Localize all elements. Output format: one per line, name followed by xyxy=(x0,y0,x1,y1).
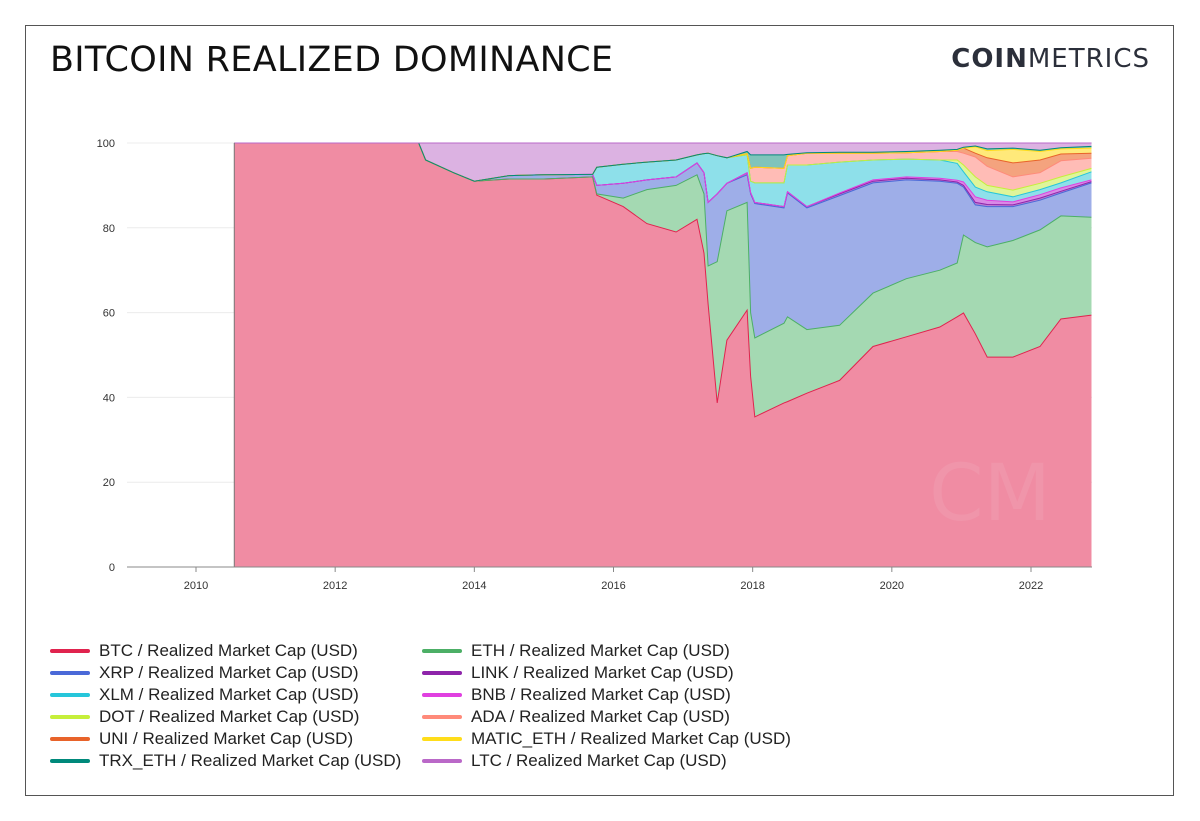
area-btc xyxy=(234,143,1092,567)
legend-swatch-icon xyxy=(422,671,462,675)
area-ada xyxy=(234,143,1092,191)
legend-item[interactable]: XLM / Realized Market Cap (USD) xyxy=(50,684,422,706)
line-eth xyxy=(234,142,1092,339)
legend-item[interactable]: BNB / Realized Market Cap (USD) xyxy=(422,684,822,706)
legend-item[interactable]: ETH / Realized Market Cap (USD) xyxy=(422,640,822,662)
legend-item[interactable]: LINK / Realized Market Cap (USD) xyxy=(422,662,822,684)
coinmetrics-logo: COINMETRICS xyxy=(951,44,1150,74)
legend-item[interactable]: XRP / Realized Market Cap (USD) xyxy=(50,662,422,684)
legend-label: MATIC_ETH / Realized Market Cap (USD) xyxy=(471,729,791,748)
legend-label: ETH / Realized Market Cap (USD) xyxy=(471,641,730,660)
page-title: BITCOIN REALIZED DOMINANCE xyxy=(50,40,614,80)
line-trx-eth xyxy=(234,142,1092,182)
legend-item[interactable]: LTC / Realized Market Cap (USD) xyxy=(422,750,822,772)
legend-label: BNB / Realized Market Cap (USD) xyxy=(471,685,731,704)
legend-item[interactable]: DOT / Realized Market Cap (USD) xyxy=(50,706,422,728)
watermark-logo: CM xyxy=(929,449,1051,539)
legend-swatch-icon xyxy=(422,649,462,653)
legend-swatch-icon xyxy=(50,759,90,763)
legend-item[interactable]: UNI / Realized Market Cap (USD) xyxy=(50,728,422,750)
x-tick-label: 2016 xyxy=(601,580,625,592)
legend-item[interactable]: TRX_ETH / Realized Market Cap (USD) xyxy=(50,750,422,772)
area-xrp xyxy=(234,143,1092,338)
y-tick-label: 60 xyxy=(103,308,115,320)
y-tick-label: 20 xyxy=(103,477,115,489)
x-tick-label: 2014 xyxy=(462,580,486,592)
legend-swatch-icon xyxy=(50,737,90,741)
legend-swatch-icon xyxy=(422,715,462,719)
legend-label: ADA / Realized Market Cap (USD) xyxy=(471,707,730,726)
legend-label: UNI / Realized Market Cap (USD) xyxy=(99,729,354,748)
y-tick-label: 40 xyxy=(103,392,115,404)
legend-label: LTC / Realized Market Cap (USD) xyxy=(471,751,727,770)
legend-item[interactable]: BTC / Realized Market Cap (USD) xyxy=(50,640,422,662)
y-tick-label: 80 xyxy=(103,223,115,235)
logo-light: METRICS xyxy=(1027,44,1150,74)
x-tick-label: 2020 xyxy=(880,580,904,592)
logo-bold: COIN xyxy=(951,44,1028,74)
legend-swatch-icon xyxy=(50,715,90,719)
chart-frame xyxy=(25,25,1174,796)
legend-swatch-icon xyxy=(50,693,90,697)
area-xlm xyxy=(234,143,1092,207)
x-tick-label: 2010 xyxy=(184,580,208,592)
legend-swatch-icon xyxy=(422,759,462,763)
legend-item[interactable]: ADA / Realized Market Cap (USD) xyxy=(422,706,822,728)
y-tick-label: 0 xyxy=(109,562,115,574)
legend-swatch-icon xyxy=(422,737,462,741)
area-ltc xyxy=(234,143,1092,182)
legend-label: XRP / Realized Market Cap (USD) xyxy=(99,663,359,682)
legend: BTC / Realized Market Cap (USD) XRP / Rea… xyxy=(50,640,822,772)
legend-swatch-icon xyxy=(50,649,90,653)
legend-label: BTC / Realized Market Cap (USD) xyxy=(99,641,358,660)
x-tick-label: 2022 xyxy=(1019,580,1043,592)
legend-swatch-icon xyxy=(422,693,462,697)
legend-label: DOT / Realized Market Cap (USD) xyxy=(99,707,360,726)
area-eth xyxy=(234,143,1092,417)
legend-label: XLM / Realized Market Cap (USD) xyxy=(99,685,359,704)
x-tick-label: 2012 xyxy=(323,580,347,592)
legend-label: LINK / Realized Market Cap (USD) xyxy=(471,663,734,682)
area-dot xyxy=(234,143,1092,197)
legend-swatch-icon xyxy=(50,671,90,675)
y-tick-label: 100 xyxy=(97,138,115,150)
legend-item[interactable]: MATIC_ETH / Realized Market Cap (USD) xyxy=(422,728,822,750)
x-tick-label: 2018 xyxy=(740,580,764,592)
legend-label: TRX_ETH / Realized Market Cap (USD) xyxy=(99,751,402,770)
